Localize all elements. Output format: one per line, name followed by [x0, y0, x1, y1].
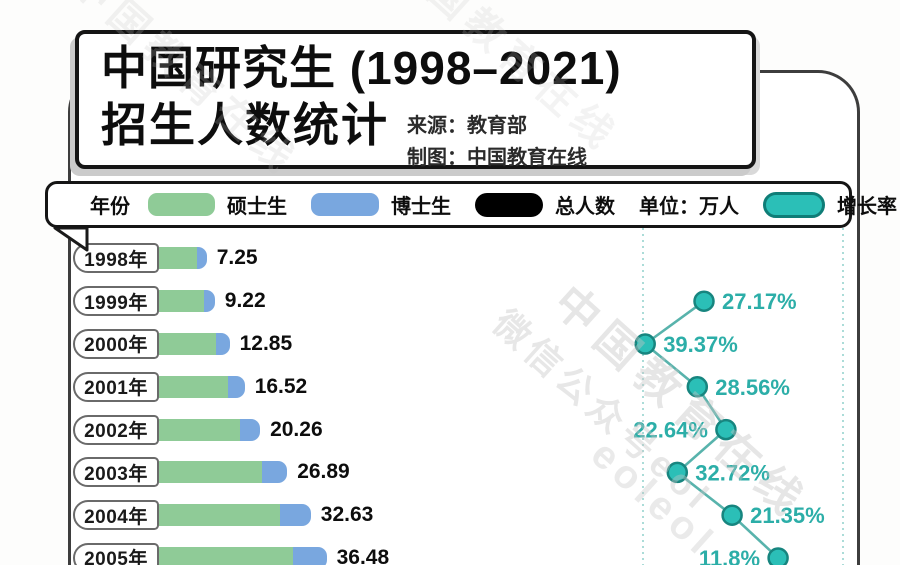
enrollment-bar [159, 461, 288, 484]
total-value-label: 26.89 [297, 460, 350, 484]
credit-line: 制图：中国教育在线 [407, 146, 587, 169]
growth-line-chart: 27.17% 39.37% 28.56% 22.64% 32.72% 21.35% 11.8… [633, 228, 844, 565]
total-value-label: 7.25 [216, 246, 258, 270]
growth-point-dot [767, 547, 789, 565]
doctoral-color-swatch [311, 193, 379, 216]
masters-bar-segment [159, 546, 294, 565]
page-title-line2: 招生人数统计 [101, 98, 389, 151]
masters-bar-segment [159, 290, 204, 313]
growth-point-dot [634, 333, 656, 355]
page-title-line1: 中国研究生 (1998–2021) [101, 42, 622, 94]
growth-rate-label: 32.72% [695, 460, 770, 485]
growth-rate-label: 28.56% [715, 375, 790, 400]
growth-rate-label: 27.17% [722, 289, 797, 314]
total-value-label: 9.22 [224, 289, 266, 313]
bar-row: 2000年 12.85 [73, 323, 573, 366]
growth-point-dot [666, 461, 689, 484]
year-label: 2000年 [73, 328, 159, 359]
year-label: 2004年 [73, 500, 159, 531]
legend-year-label: 年份 [90, 196, 130, 218]
growth-rate-label: 22.64% [633, 418, 708, 443]
enrollment-bar [159, 546, 327, 565]
enrollment-bar [159, 375, 245, 398]
masters-bar-segment [159, 461, 262, 484]
doctoral-bar-segment [203, 290, 215, 313]
legend-masters-label: 硕士生 [227, 196, 287, 218]
enrollment-bar [159, 504, 311, 527]
total-value-label: 12.85 [239, 331, 293, 355]
year-label: 2001年 [73, 371, 159, 402]
bar-row: 2001年 16.52 [73, 365, 573, 408]
bar-row: 1999年 9.22 [73, 280, 573, 323]
masters-bar-segment [159, 418, 240, 441]
doctoral-bar-segment [280, 504, 311, 527]
doctoral-bar-segment [227, 375, 245, 398]
doctoral-bar-segment [239, 418, 261, 441]
bar-row: 2005年 36.48 [73, 537, 573, 565]
growth-point-dot [693, 290, 715, 312]
legend-tail-fold [53, 226, 89, 252]
growth-point-dot [715, 418, 737, 441]
doctoral-bar-segment [261, 461, 288, 484]
masters-bar-segment [159, 504, 281, 527]
growth-point-dot [721, 504, 743, 526]
year-label: 2005年 [73, 542, 159, 565]
legend-growth-label: 增长率 [837, 196, 897, 218]
growth-point-dot [686, 376, 709, 398]
enrollment-bar [159, 332, 230, 355]
legend-doctoral-label: 博士生 [391, 196, 451, 218]
doctoral-bar-segment [293, 546, 327, 565]
growth-rate-label: 39.37% [663, 332, 738, 357]
masters-bar-segment [159, 375, 228, 398]
doctoral-bar-segment [197, 247, 207, 270]
masters-color-swatch [148, 193, 215, 216]
year-label: 2002年 [73, 414, 159, 445]
source-block: 来源：教育部 制图：中国教育在线 [407, 110, 587, 174]
title-box: 中国研究生 (1998–2021) 招生人数统计 来源：教育部 制图：中国教育在… [75, 30, 756, 169]
legend: 年份 硕士生 博士生 总人数 单位：万人 增长率 [45, 181, 897, 228]
growth-rate-label: 11.8% [699, 546, 760, 565]
total-color-swatch [475, 192, 543, 217]
legend-total-label: 总人数 [555, 196, 615, 218]
total-value-label: 16.52 [254, 374, 308, 398]
doctoral-bar-segment [215, 332, 230, 355]
enrollment-bar [159, 247, 207, 270]
bar-row: 2004年 32.63 [73, 494, 573, 537]
total-value-label: 20.26 [270, 417, 323, 441]
year-label: 1999年 [73, 286, 159, 317]
bar-row: 2003年 26.89 [73, 451, 573, 494]
growth-color-swatch [763, 191, 825, 218]
year-label: 2003年 [73, 457, 159, 488]
enrollment-bar [159, 418, 261, 441]
bar-row: 2002年 20.26 [73, 408, 573, 451]
enrollment-bar [159, 290, 215, 313]
total-value-label: 32.63 [320, 503, 374, 527]
bar-row: 1998年 7.25 [73, 237, 573, 280]
source-line: 来源：教育部 [407, 114, 527, 137]
legend-unit-label: 单位：万人 [639, 196, 739, 218]
masters-bar-segment [159, 247, 198, 270]
growth-rate-label: 21.35% [750, 503, 825, 528]
bar-rows: 1998年 7.25 1999年 9.22 2000年 12.85 2001年 16.52 20… [73, 237, 573, 565]
total-value-label: 36.48 [336, 545, 390, 565]
masters-bar-segment [159, 332, 216, 355]
